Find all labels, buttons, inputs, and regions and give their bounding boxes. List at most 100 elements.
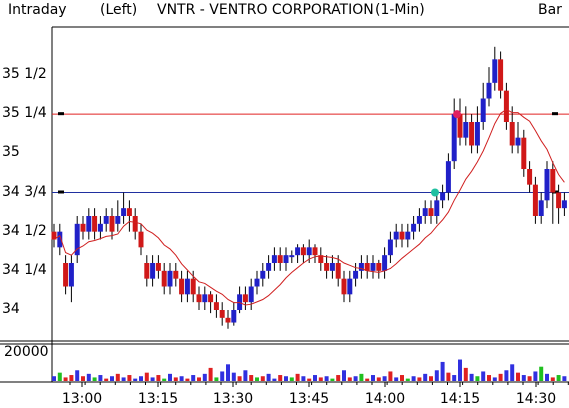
candle-body xyxy=(353,270,359,279)
candle-body xyxy=(486,82,492,99)
candle-body xyxy=(254,278,260,287)
time-tick-label: 13:30 xyxy=(213,391,253,407)
candle-body xyxy=(399,231,405,240)
candle-body xyxy=(324,263,330,271)
volume-bar xyxy=(539,366,544,381)
moving-average-line xyxy=(53,108,565,306)
volume-bar xyxy=(429,376,433,381)
candle-body xyxy=(219,310,225,318)
volume-bar xyxy=(295,373,300,381)
volume-bar xyxy=(249,375,254,381)
volume-bar xyxy=(550,377,555,381)
volume-bar xyxy=(330,378,335,381)
candle-body xyxy=(126,208,132,216)
volume-bar xyxy=(405,378,410,381)
candle-body xyxy=(97,223,103,232)
candle-body xyxy=(370,263,376,271)
volume-bar xyxy=(376,377,381,381)
candle-body xyxy=(347,278,353,295)
volume-bar xyxy=(168,373,172,381)
candle-body xyxy=(561,200,567,209)
candle-body xyxy=(312,247,318,256)
candle-body xyxy=(329,263,335,271)
candle-body xyxy=(248,286,254,303)
price-tick-label: 35 xyxy=(2,144,20,161)
volume-bar xyxy=(156,375,161,381)
candle-body xyxy=(68,263,74,287)
volume-bar xyxy=(510,364,515,381)
volume-bar xyxy=(173,377,178,381)
volume-bar xyxy=(324,376,329,381)
candle-body xyxy=(167,270,173,287)
volume-bar xyxy=(307,378,312,381)
candle-body xyxy=(179,278,185,295)
price-tick-label: 35 1/4 xyxy=(2,105,47,122)
volume-bar xyxy=(52,376,56,381)
volume-bar xyxy=(463,367,468,381)
price-tick-label: 34 1/4 xyxy=(2,261,47,278)
reference-line-marker xyxy=(552,112,558,116)
candle-body xyxy=(225,317,231,323)
volume-bar xyxy=(359,373,364,381)
price-tick-label: 34 xyxy=(2,301,20,317)
candle-body xyxy=(300,247,306,256)
cross-marker xyxy=(453,110,461,119)
candle-body xyxy=(335,263,341,279)
volume-bar xyxy=(481,371,486,381)
volume-bar xyxy=(394,377,399,381)
candle-body xyxy=(283,255,289,263)
candle-body xyxy=(138,231,144,248)
reference-line-marker xyxy=(58,190,64,194)
volume-bar xyxy=(237,376,242,381)
volume-bar xyxy=(81,376,85,381)
candle-body xyxy=(277,255,283,263)
candle-body xyxy=(57,231,63,248)
candle-body xyxy=(393,231,399,240)
volume-bar xyxy=(255,377,259,381)
volume-bar xyxy=(185,378,190,381)
volume-bar xyxy=(475,376,480,381)
volume-bar xyxy=(197,377,201,381)
candle-body xyxy=(364,263,370,271)
volume-bar xyxy=(440,361,445,381)
cross-marker xyxy=(431,188,439,197)
candle-body xyxy=(295,247,301,256)
volume-bar xyxy=(411,376,416,381)
volume-bar xyxy=(336,375,341,381)
candle-body xyxy=(271,255,277,263)
volume-bar xyxy=(533,371,538,381)
candle-body xyxy=(242,294,248,303)
candle-body xyxy=(92,216,98,232)
volume-bar xyxy=(353,376,358,381)
volume-bar xyxy=(75,370,80,381)
time-tick-label: 14:30 xyxy=(516,391,556,407)
price-tick-label: 34 3/4 xyxy=(2,183,47,200)
candle-body xyxy=(503,90,509,122)
candle-body xyxy=(474,122,480,146)
candle-body xyxy=(527,169,533,185)
candle-body xyxy=(544,169,550,201)
candle-body xyxy=(457,114,463,138)
candle-body xyxy=(202,294,208,303)
candle-body xyxy=(144,263,150,279)
volume-bar xyxy=(260,376,265,381)
candle-body xyxy=(208,294,214,303)
volume-bar xyxy=(226,364,230,381)
volume-bar xyxy=(115,373,120,381)
volume-bar xyxy=(104,378,109,381)
volume-bar xyxy=(371,375,375,381)
time-tick-label: 14:00 xyxy=(365,391,405,407)
axis-side-label: (Left) xyxy=(100,2,138,18)
candle-body xyxy=(86,216,92,232)
volume-bar xyxy=(301,376,306,381)
volume-bar xyxy=(92,377,97,381)
chart-mode-label: Intraday xyxy=(8,2,67,18)
volume-bar xyxy=(545,373,549,381)
candle-body xyxy=(428,208,434,216)
volume-bar xyxy=(208,367,213,381)
candle-body xyxy=(440,192,446,201)
volume-bar xyxy=(400,375,404,381)
volume-bar xyxy=(278,375,283,381)
candle-body xyxy=(382,255,388,271)
candle-body xyxy=(74,223,80,256)
